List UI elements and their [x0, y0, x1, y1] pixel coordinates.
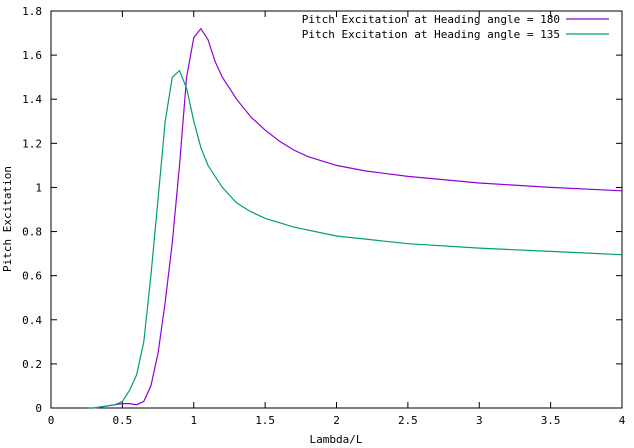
y-tick-label: 1: [35, 181, 42, 194]
x-tick-label: 0.5: [112, 414, 132, 427]
y-tick-label: 0.4: [22, 314, 42, 327]
x-tick-label: 3.5: [541, 414, 561, 427]
series-line-1: [86, 27, 623, 409]
legend: Pitch Excitation at Heading angle = 180 P…: [302, 13, 609, 41]
y-tick-label: 0.2: [22, 358, 42, 371]
x-tick-label: 2: [333, 414, 340, 427]
y-tick-label: 1.8: [22, 5, 42, 18]
x-tick-label: 0: [48, 414, 55, 427]
legend-label-2: Pitch Excitation at Heading angle = 135: [302, 28, 560, 41]
y-tick-label: 0.8: [22, 226, 42, 239]
x-tick-label: 1.5: [255, 414, 275, 427]
axis-ticks: 0 0.5 1 1.5 2 2.5 3 3.5 4 0 0.2 0.4 0.6 0.8 1 1.2 1.4 1.6…: [22, 5, 626, 427]
x-tick-label: 3: [476, 414, 483, 427]
y-tick-label: 1.4: [22, 93, 42, 106]
series-lines: [86, 27, 623, 409]
x-axis-label: Lambda/L: [310, 433, 363, 446]
plot-frame: [50, 10, 623, 409]
x-tick-label: 2.5: [398, 414, 418, 427]
x-tick-label: 4: [619, 414, 626, 427]
y-tick-label: 0.6: [22, 270, 42, 283]
series-line-2: [86, 69, 623, 409]
y-tick-label: 1.6: [22, 49, 42, 62]
y-tick-label: 1.2: [22, 137, 42, 150]
x-tick-label: 1: [190, 414, 197, 427]
legend-label-1: Pitch Excitation at Heading angle = 180: [302, 13, 560, 26]
y-tick-label: 0: [35, 402, 42, 415]
y-axis-label: Pitch Excitation: [1, 166, 14, 272]
